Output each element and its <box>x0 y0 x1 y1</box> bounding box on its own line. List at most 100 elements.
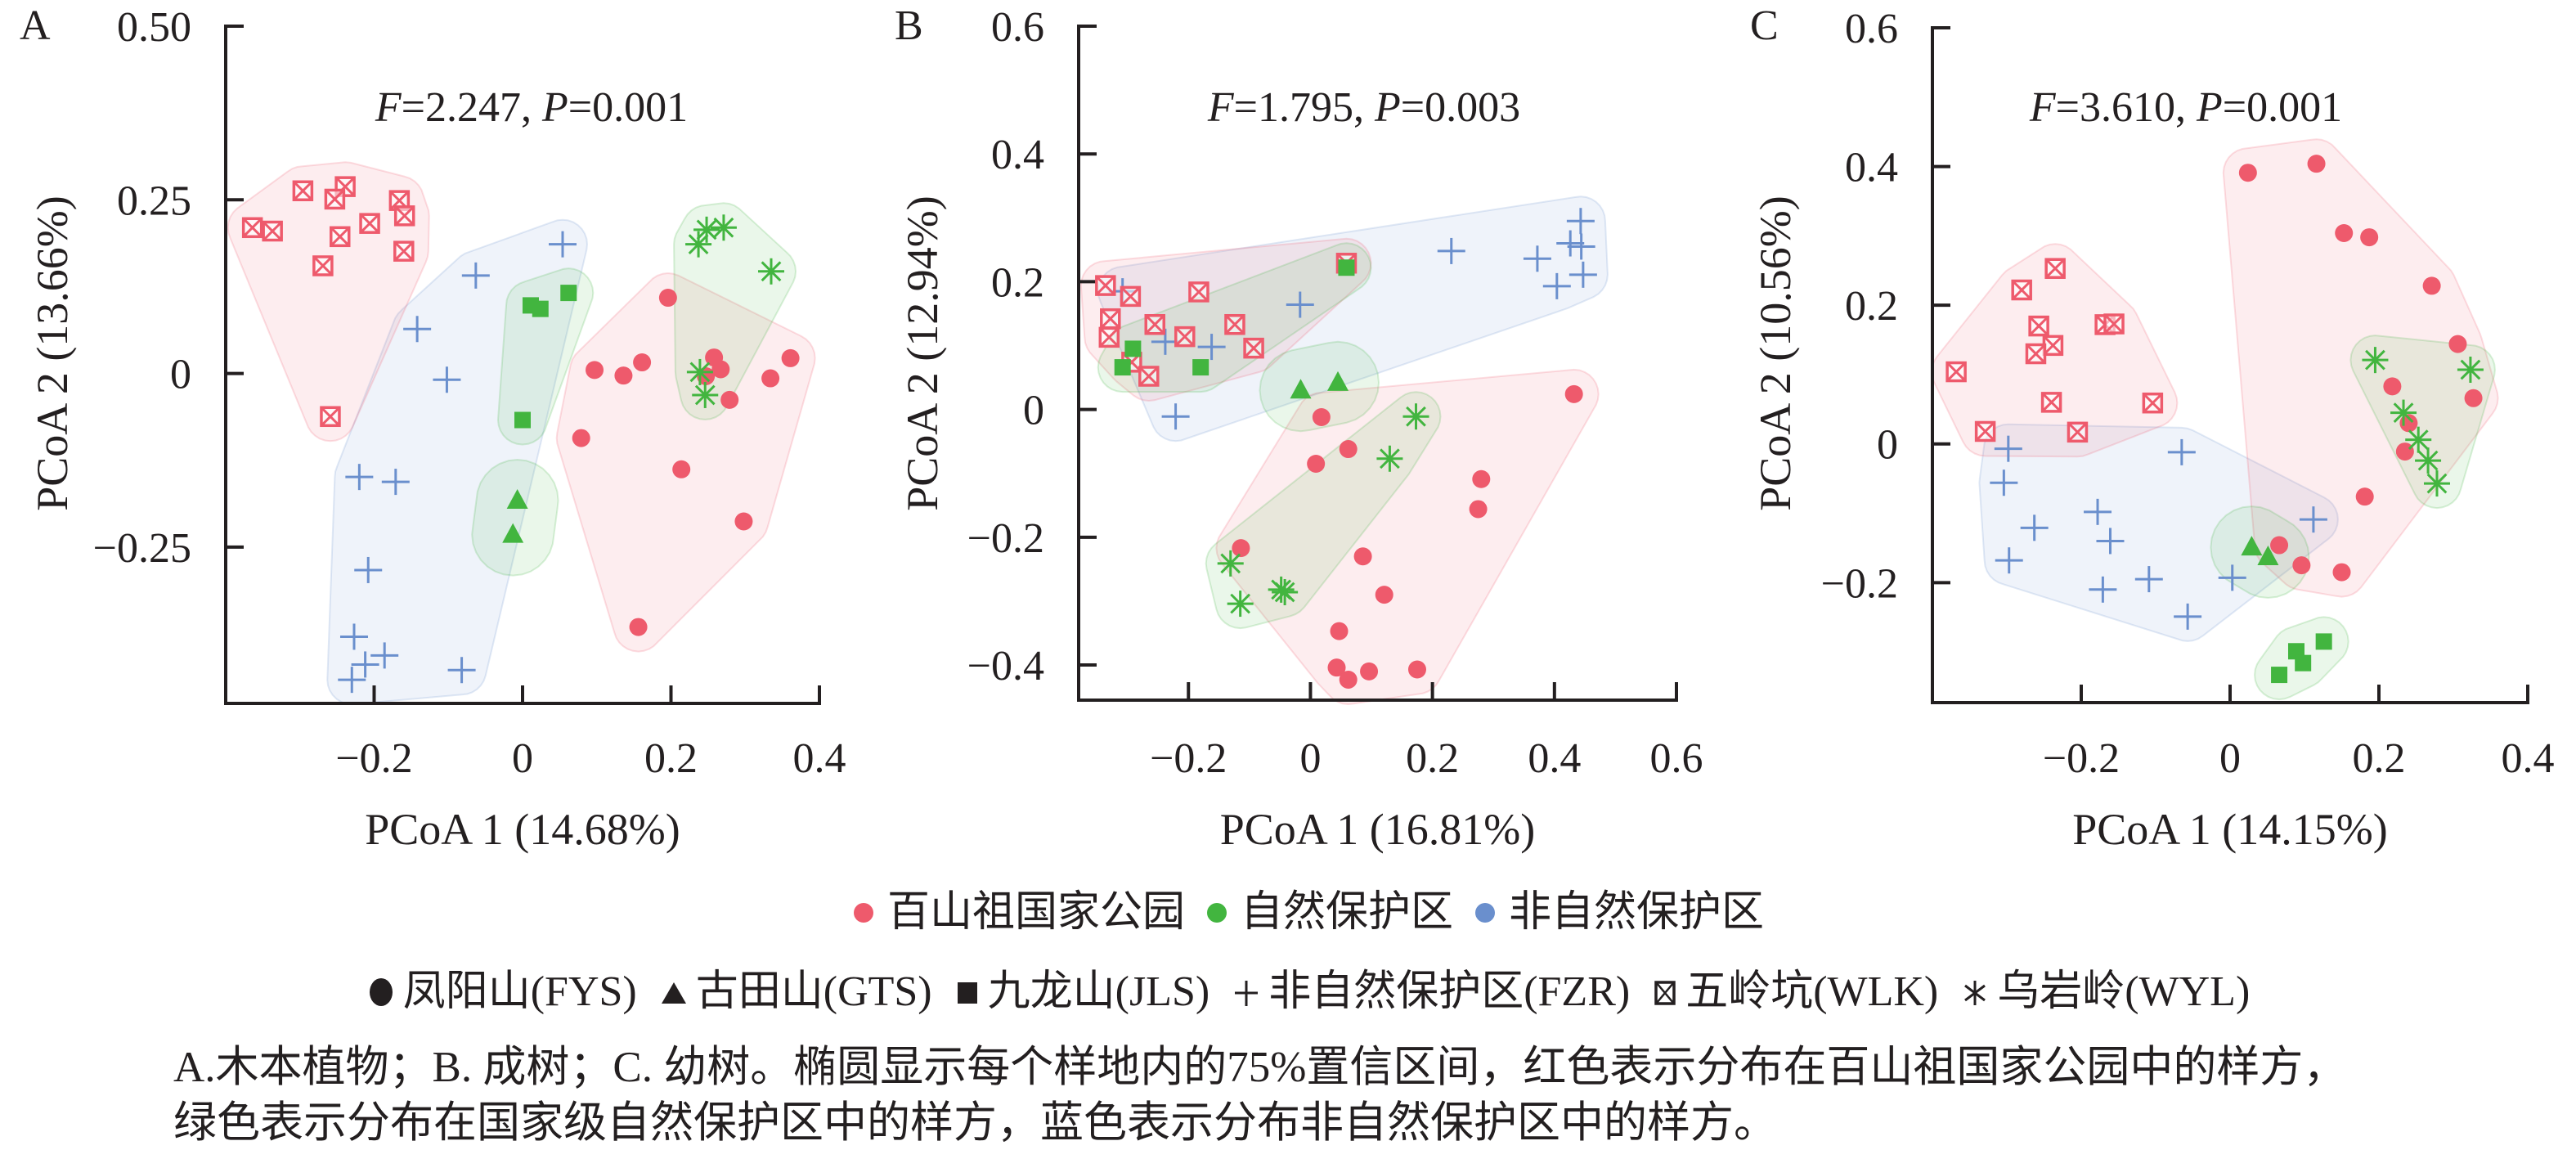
point-jls <box>2295 654 2312 672</box>
filled-triangle-icon <box>661 982 686 1004</box>
x-tick-label: 0 <box>1299 735 1321 782</box>
legend-item-gts: 古田山(GTS) <box>660 968 932 1017</box>
point-fzr <box>1994 435 2022 462</box>
marker-cross-line <box>1101 309 1120 328</box>
point-wlk <box>393 205 415 227</box>
marker-cross-line <box>2042 393 2061 411</box>
marker-cross-line <box>2030 317 2049 335</box>
series-wyl <box>1217 403 1429 618</box>
point-fzr <box>403 316 432 343</box>
stat-symbol: P <box>541 84 568 131</box>
point-wlk <box>2025 343 2047 365</box>
panel-b: −0.4 −0.2 0 0.2 0.4 0.6 −0.2 0 0.2 0.4 0.6 PCoA 1 (… <box>895 2 1703 854</box>
point-wlk <box>2028 315 2049 337</box>
point-wlk <box>393 240 415 262</box>
legend-item-jls: 九龙山(JLS) <box>955 968 1209 1017</box>
point-fys <box>633 353 652 372</box>
marker-cross-line <box>243 218 262 237</box>
point-fzr <box>1197 334 1226 361</box>
stat-value: =3.610, <box>2056 84 2197 131</box>
x-tick-label: 0.2 <box>644 735 698 782</box>
point-fys <box>2307 155 2326 173</box>
legend-item-nature-reserve: 自然保护区 <box>1206 888 1453 937</box>
marker-asterisk-arm <box>713 217 734 238</box>
legend-dot <box>853 903 873 923</box>
boxed-x-icon <box>1654 981 1676 1005</box>
point-fzr <box>1286 291 1314 318</box>
point-fzr <box>1990 469 2018 496</box>
point-wlk <box>2142 392 2164 414</box>
point-fys <box>629 618 648 636</box>
marker-cross-line <box>2013 281 2031 299</box>
point-wlk <box>262 220 283 242</box>
point-wlk <box>330 226 351 248</box>
confidence-region-wyl <box>2349 335 2496 510</box>
marker-cross-line <box>2068 423 2087 442</box>
marker-cross-line <box>1146 315 1165 334</box>
legend-regions: 百山祖国家公园 自然保护区 非自然保护区 <box>41 888 2576 937</box>
confidence-region-jls <box>497 267 595 446</box>
point-wlk <box>1120 285 1142 308</box>
point-wlk <box>292 180 314 202</box>
point-gts <box>2257 545 2279 565</box>
series-gts <box>1290 371 1349 399</box>
point-wlk <box>312 255 334 276</box>
point-fys <box>1353 547 1372 566</box>
point-fzr <box>339 623 368 650</box>
stat-value: =0.001 <box>568 84 688 131</box>
y-tick-label: −0.2 <box>967 515 1044 562</box>
point-fys <box>1312 407 1331 426</box>
y-tick-label: 0 <box>1023 388 1044 434</box>
point-fzr <box>345 464 374 491</box>
x-tick-label: 0.6 <box>1650 735 1703 782</box>
point-fys <box>672 460 691 478</box>
legend-label: 非自然保护区(FZR) <box>1268 968 1631 1015</box>
point-wyl <box>1227 591 1254 618</box>
point-fzr <box>2020 514 2049 541</box>
filled-square-icon <box>957 982 977 1004</box>
series-wlk <box>1095 253 1358 387</box>
blue-dot-icon <box>1475 903 1495 923</box>
figure-caption-line-2: 绿色表示分布在国家级自然保护区中的样方，蓝色表示分布非自然保护区中的样方。 <box>173 1099 1777 1147</box>
point-fys <box>2355 487 2374 506</box>
x-tick-label: −0.2 <box>1150 735 1227 782</box>
point-jls <box>2315 633 2332 650</box>
point-fys <box>1472 469 1491 488</box>
point-fys <box>781 348 800 367</box>
point-wyl <box>685 231 712 258</box>
confidence-region-gts <box>1259 340 1380 433</box>
point-jls <box>532 300 549 317</box>
series-gts <box>2241 536 2279 565</box>
point-fzr <box>351 651 379 678</box>
stat-symbol: P <box>2196 84 2223 131</box>
point-wyl <box>693 216 720 243</box>
x-tick-label: −0.2 <box>2043 735 2120 782</box>
series-wyl <box>2362 347 2484 497</box>
point-fys <box>1232 539 1250 558</box>
marker-cross-line <box>1976 422 1995 441</box>
marker-cross-line <box>1245 339 1263 357</box>
point-fzr <box>381 469 410 496</box>
marker-cross-line <box>1175 327 1194 346</box>
legend-dot <box>1475 903 1495 923</box>
point-fzr <box>2218 564 2246 591</box>
legend-label: 古田山(GTS) <box>695 968 932 1015</box>
point-gts <box>1290 379 1312 399</box>
marker-cross-line <box>1096 276 1115 295</box>
confidence-region-fzr <box>1978 423 2339 642</box>
y-tick-label: −0.25 <box>93 525 191 572</box>
point-wlk <box>2067 421 2089 443</box>
stat-value: =0.003 <box>1401 84 1520 131</box>
y-tick-label: 0 <box>170 352 191 398</box>
point-fzr <box>2134 566 2163 593</box>
marker-asterisk-arm <box>689 362 711 383</box>
red-dot-icon <box>853 903 873 923</box>
marker-cross-line <box>394 242 413 261</box>
marker-cross-line <box>321 407 340 426</box>
panel-label: C <box>1750 2 1779 49</box>
marker-asterisk-arm <box>1274 582 1295 603</box>
y-tick-label: 0.2 <box>991 259 1044 306</box>
legend-label: 五岭坑(WLK) <box>1685 968 1939 1015</box>
point-wyl <box>2415 447 2442 474</box>
permanova-stat-annotation: F=2.247, P=0.001 <box>375 84 688 131</box>
